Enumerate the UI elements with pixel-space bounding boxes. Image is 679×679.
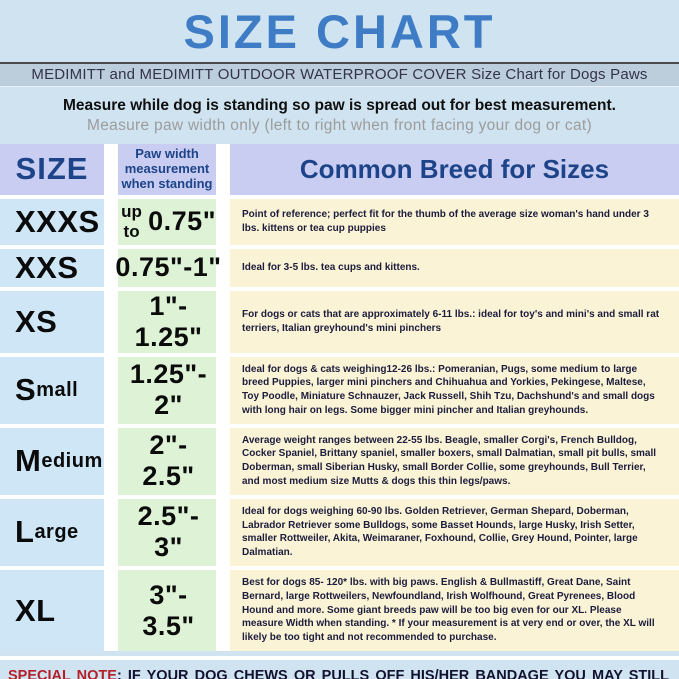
special-note-caps-text: IF YOUR DOG CHEWS OR PULLS OFF HIS/HER B… bbox=[127, 668, 669, 679]
range-value: 2.5"- 3" bbox=[137, 501, 200, 563]
size-label-text: XL bbox=[15, 592, 56, 628]
breed-description: Average weight ranges between 22-55 lbs.… bbox=[230, 427, 679, 495]
range-prefix: up to bbox=[121, 201, 142, 241]
range-value: 1.25"- 2" bbox=[129, 359, 208, 421]
special-note-label: SPECIAL NOTE bbox=[8, 668, 117, 679]
paw-width-range: 2.5"- 3" bbox=[118, 498, 216, 567]
paw-width-range: 2"- 2.5" bbox=[118, 427, 216, 495]
paw-width-range: up to 0.75" bbox=[118, 198, 216, 245]
breed-description: Ideal for dogs weighing 60-90 lbs. Golde… bbox=[230, 498, 679, 567]
size-label-text: XXXS bbox=[15, 203, 100, 239]
breed-description: Ideal for 3-5 lbs. tea cups and kittens. bbox=[230, 248, 679, 287]
column-header-size: SIZE bbox=[0, 143, 104, 195]
size-label-text: L bbox=[15, 514, 35, 550]
size-label-xxxs: XXXS bbox=[0, 198, 104, 245]
subtitle-bar: MEDIMITT and MEDIMITT OUTDOOR WATERPROOF… bbox=[0, 61, 679, 87]
size-label-xl: XL bbox=[0, 570, 104, 652]
measure-instruction-primary: Measure while dog is standing so paw is … bbox=[63, 96, 616, 114]
special-note: SPECIAL NOTE: IF YOUR DOG CHEWS OR PULLS… bbox=[0, 656, 679, 679]
special-note-separator: : bbox=[116, 668, 128, 679]
measure-instruction-secondary: Measure paw width only (left to right wh… bbox=[87, 116, 592, 134]
size-label-text: S bbox=[15, 372, 37, 408]
range-value: 0.75" bbox=[148, 206, 216, 236]
range-value: 3"- 3.5" bbox=[142, 579, 195, 641]
paw-width-range: 1"- 1.25" bbox=[118, 290, 216, 353]
paw-width-range: 1.25"- 2" bbox=[118, 356, 216, 424]
size-label-xs: XS bbox=[0, 290, 104, 353]
breed-description: Best for dogs 85- 120* lbs. with big paw… bbox=[230, 570, 679, 652]
range-value: 2"- 2.5" bbox=[142, 430, 195, 492]
range-value: 1"- 1.25" bbox=[134, 290, 203, 352]
size-table: SIZE Paw width measurement when standing… bbox=[0, 143, 679, 652]
size-label-xxs: XXS bbox=[0, 248, 104, 287]
measure-instructions: Measure while dog is standing so paw is … bbox=[0, 97, 679, 135]
paw-width-range: 3"- 3.5" bbox=[118, 570, 216, 652]
column-header-paw-width: Paw width measurement when standing bbox=[118, 143, 216, 195]
breed-description: For dogs or cats that are approximately … bbox=[230, 290, 679, 353]
breed-description: Point of reference; perfect fit for the … bbox=[230, 198, 679, 245]
size-label-text: M bbox=[15, 443, 42, 479]
breed-description: Ideal for dogs & cats weighing12-26 lbs.… bbox=[230, 356, 679, 424]
range-value: 0.75"-1" bbox=[115, 252, 222, 282]
column-header-breeds: Common Breed for Sizes bbox=[230, 143, 679, 195]
size-label-text: XXS bbox=[15, 249, 79, 285]
page-title: SIZE CHART bbox=[183, 5, 496, 58]
paw-width-range: 0.75"-1" bbox=[115, 248, 221, 287]
size-label-text: XS bbox=[15, 303, 58, 339]
